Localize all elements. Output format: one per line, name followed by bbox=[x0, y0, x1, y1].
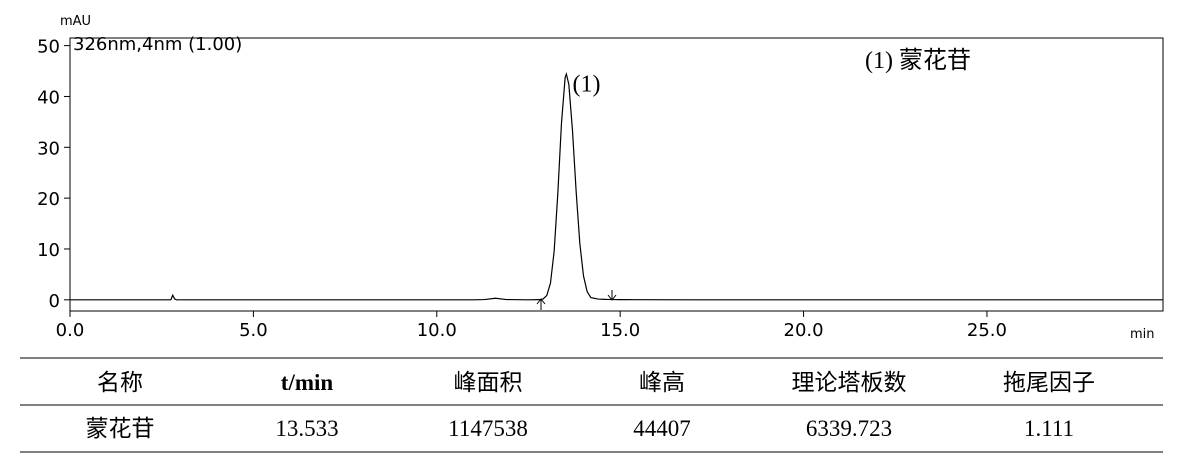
peak-start-arrow bbox=[536, 298, 546, 310]
table-header: 理论塔板数 bbox=[792, 370, 907, 395]
table-cell: 蒙花苷 bbox=[86, 416, 155, 441]
y-tick-label: 10 bbox=[37, 240, 60, 261]
table-cell: 13.533 bbox=[275, 416, 338, 441]
table-cell: 44407 bbox=[633, 416, 691, 441]
y-tick-label: 50 bbox=[37, 37, 60, 58]
y-tick-label: 20 bbox=[37, 189, 60, 210]
peak-end-arrow bbox=[607, 290, 617, 301]
y-tick-label: 40 bbox=[37, 87, 60, 108]
table-cell: 6339.723 bbox=[806, 416, 892, 441]
x-tick-label: 15.0 bbox=[600, 320, 640, 341]
plot-frame bbox=[69, 37, 1164, 312]
x-tick-label: 0.0 bbox=[56, 320, 85, 341]
y-tick-label: 30 bbox=[37, 138, 60, 159]
table-header: 峰高 bbox=[639, 370, 685, 395]
x-unit: min bbox=[1130, 327, 1155, 342]
x-tick-label: 5.0 bbox=[239, 320, 268, 341]
chromatogram-line bbox=[70, 71, 1163, 301]
table-header: 拖尾因子 bbox=[1003, 370, 1095, 395]
y-tick-label: 0 bbox=[49, 291, 60, 312]
x-tick-label: 10.0 bbox=[417, 320, 457, 341]
table-cell: 1147538 bbox=[448, 416, 528, 441]
table-header: t/min bbox=[281, 370, 334, 395]
x-tick-label: 25.0 bbox=[967, 320, 1007, 341]
legend: (1) 蒙花苷 bbox=[865, 47, 971, 74]
chart-title: 326nm,4nm (1.00) bbox=[73, 34, 242, 55]
table-header: 峰面积 bbox=[454, 370, 523, 395]
y-unit: mAU bbox=[60, 14, 91, 29]
peak-label: (1) bbox=[572, 71, 600, 97]
table-header: 名称 bbox=[97, 370, 143, 395]
table-cell: 1.111 bbox=[1024, 416, 1074, 441]
x-tick-label: 20.0 bbox=[784, 320, 824, 341]
